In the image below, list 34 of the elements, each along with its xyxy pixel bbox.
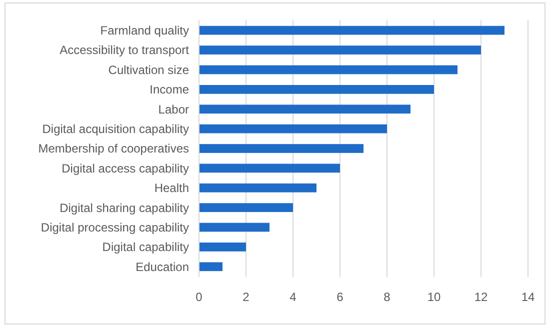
- x-tick-label: 4: [290, 290, 297, 304]
- bar: [199, 183, 316, 192]
- bar: [199, 124, 387, 134]
- y-tick-label: Education: [136, 260, 189, 274]
- bar: [199, 164, 340, 173]
- y-tick-label: Health: [154, 181, 189, 196]
- y-tick-label: Digital acquisition capability: [42, 122, 189, 136]
- y-tick-label: Labor: [158, 102, 189, 116]
- bar: [199, 84, 434, 94]
- y-tick-label: Digital sharing capability: [60, 200, 189, 215]
- bar: [199, 242, 246, 252]
- bar: [199, 203, 293, 212]
- x-tick-label: 12: [474, 290, 488, 304]
- x-tick-label: 14: [521, 290, 535, 304]
- bar: [199, 144, 364, 153]
- y-tick-label: Digital capability: [102, 240, 189, 254]
- x-tick-label: 2: [242, 290, 250, 304]
- y-tick-label: Digital processing capability: [40, 220, 189, 234]
- bar: [199, 104, 410, 114]
- x-tick-label: 0: [196, 290, 203, 304]
- y-tick-label: Digital access capability: [62, 161, 189, 176]
- bar: [199, 222, 270, 232]
- bar: [199, 46, 481, 54]
- y-tick-label: Accessibility to transport: [60, 43, 190, 58]
- y-tick-label: Income: [150, 82, 190, 97]
- y-tick-label: Cultivation size: [108, 62, 190, 77]
- bar: [199, 65, 458, 74]
- y-tick-label: Membership of cooperatives: [38, 142, 189, 156]
- x-tick-label: 8: [384, 290, 391, 304]
- x-tick-label: 10: [427, 290, 441, 304]
- y-tick-label: Farmland quality: [100, 24, 189, 38]
- bar: [199, 26, 504, 35]
- x-tick-label: 6: [336, 290, 344, 304]
- bar: [199, 262, 222, 272]
